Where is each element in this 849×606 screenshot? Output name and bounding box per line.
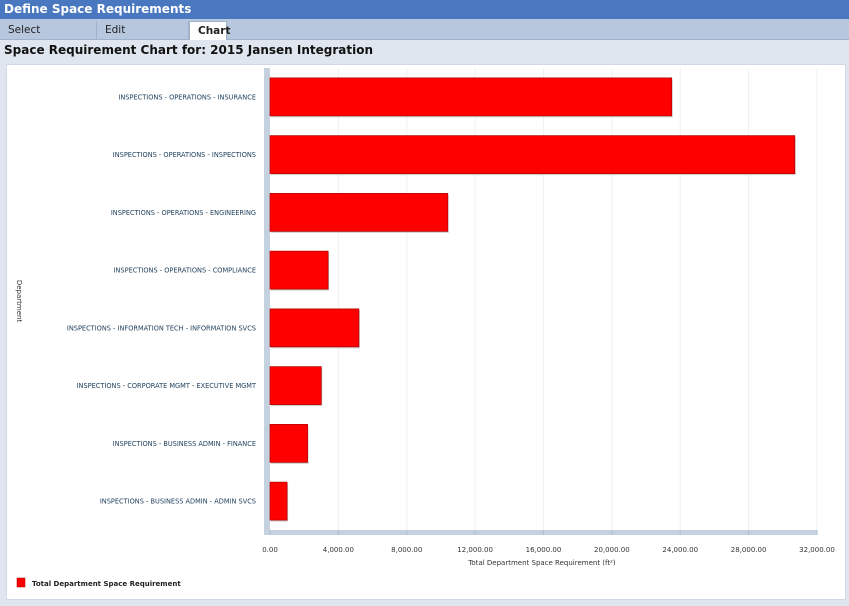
- bar[interactable]: [269, 366, 322, 405]
- x-axis-band: [264, 530, 817, 535]
- y-axis-title: Department: [15, 280, 23, 323]
- category-label: INSPECTIONS - INFORMATION TECH - INFORMA…: [67, 324, 256, 332]
- category-label: INSPECTIONS - OPERATIONS - INSURANCE: [118, 93, 256, 101]
- page-title: Space Requirement Chart for: 2015 Jansen…: [0, 40, 849, 60]
- x-tick-label: 0.00: [262, 546, 278, 554]
- category-label: INSPECTIONS - BUSINESS ADMIN - FINANCE: [113, 440, 256, 448]
- y-axis-band: [264, 68, 270, 530]
- x-tick-label: 16,000.00: [526, 546, 562, 554]
- tab-chart[interactable]: Chart: [189, 21, 230, 41]
- space-requirement-chart: INSPECTIONS - OPERATIONS - INSURANCE INSP…: [15, 68, 835, 588]
- window-title: Define Space Requirements: [0, 0, 849, 19]
- x-tick-labels: 0.00 4,000.00 8,000.00 12,000.00 16,000.00 20…: [262, 530, 835, 554]
- legend-swatch: [16, 577, 26, 588]
- category-labels: INSPECTIONS - OPERATIONS - INSURANCE INSP…: [67, 93, 257, 505]
- bar[interactable]: [269, 481, 288, 521]
- category-label: INSPECTIONS - OPERATIONS - ENGINEERING: [111, 209, 256, 217]
- x-axis-title: Total Department Space Requirement (ft²): [467, 559, 616, 567]
- category-label: INSPECTIONS - BUSINESS ADMIN - ADMIN SVC…: [100, 498, 256, 506]
- bar[interactable]: [269, 424, 308, 463]
- bars-group: [269, 77, 796, 522]
- legend-label: Total Department Space Requirement: [32, 580, 181, 588]
- x-tick-label: 32,000.00: [799, 546, 835, 554]
- x-tick-label: 4,000.00: [323, 546, 354, 554]
- tab-edit-requirement[interactable]: Edit Requirement: [97, 21, 189, 54]
- tab-select-requirement[interactable]: Select Requirement: [0, 21, 97, 54]
- bar[interactable]: [269, 77, 673, 117]
- category-label: INSPECTIONS - OPERATIONS - INSPECTIONS: [113, 151, 256, 159]
- x-tick-label: 12,000.00: [457, 546, 493, 554]
- bar[interactable]: [269, 193, 449, 232]
- x-tick-label: 28,000.00: [731, 546, 767, 554]
- bar[interactable]: [269, 250, 329, 290]
- bar[interactable]: [269, 135, 796, 174]
- chart-panel: INSPECTIONS - OPERATIONS - INSURANCE INSP…: [6, 64, 846, 600]
- tab-bar: Select Requirement Edit Requirement Char…: [0, 19, 849, 54]
- bar[interactable]: [269, 308, 360, 348]
- category-label: INSPECTIONS - OPERATIONS - COMPLIANCE: [114, 267, 256, 275]
- x-tick-label: 24,000.00: [662, 546, 698, 554]
- x-tick-label: 8,000.00: [391, 546, 422, 554]
- category-label: INSPECTIONS - CORPORATE MGMT - EXECUTIVE…: [77, 382, 257, 390]
- x-tick-label: 20,000.00: [594, 546, 630, 554]
